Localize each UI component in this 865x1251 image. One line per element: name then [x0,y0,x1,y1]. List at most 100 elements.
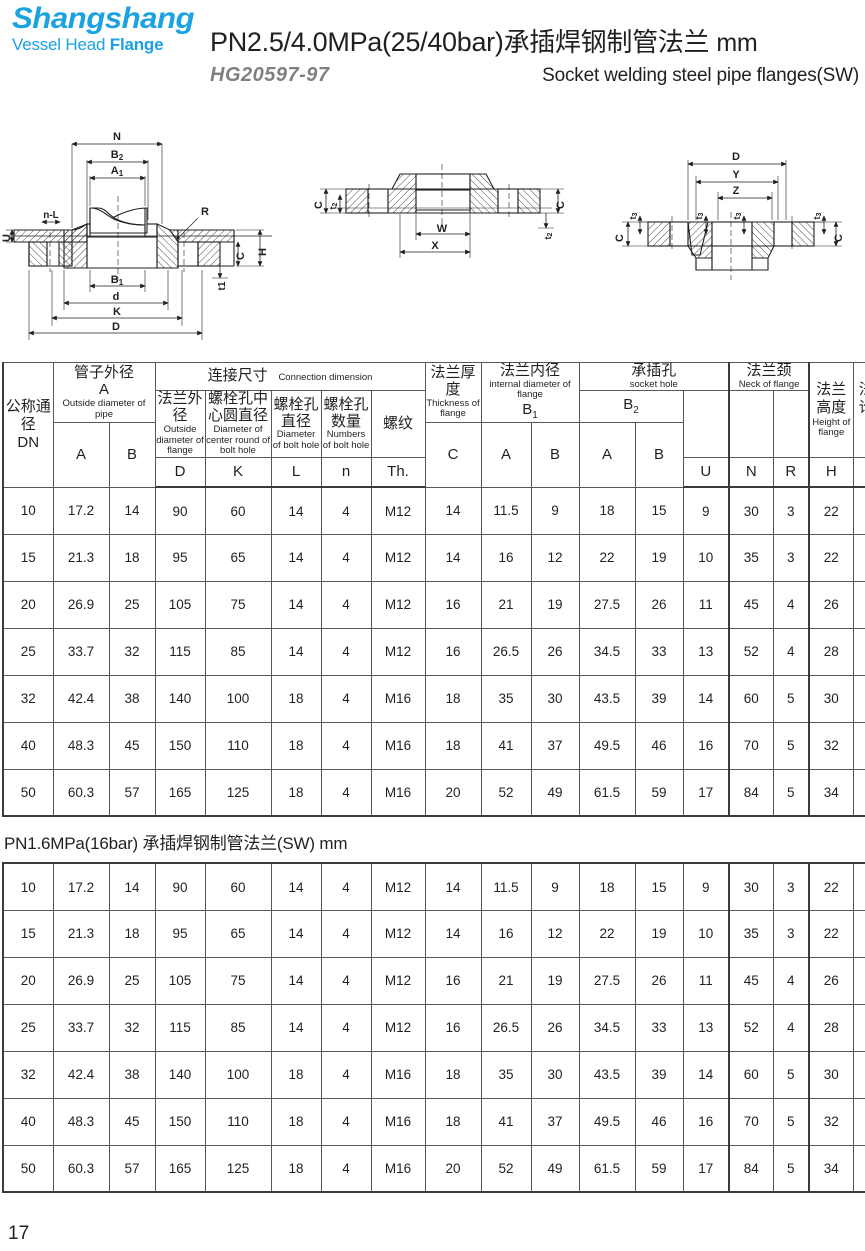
cell-d: 105 [154,580,206,629]
cell-b: 25 [108,580,156,629]
cell-kg: 2.36 [852,1097,865,1146]
cell-a: 11.5 [480,862,532,911]
title-block: PN2.5/4.0MPa(25/40bar)承插焊钢制管法兰 mm HG2059… [210,27,859,87]
cell-n: 84 [728,1144,774,1194]
cell-n: 4 [320,1050,372,1099]
svg-text:t3: t3 [694,212,705,219]
header-internal-dia-sub-a: A [480,422,532,488]
header-bolt-circle-cn: 螺栓孔中心圆直径 [208,390,269,425]
cell-dn: 10 [2,486,54,535]
cell-r: 4 [772,580,811,629]
technical-drawings: N B2 A1 n-L B1 d K D R H C t1 U [0,112,865,362]
cell-u: 17 [682,1144,730,1194]
table-row: 2026.92510575144M1216211927.52611454261.… [2,956,865,1005]
header-b2: B2 [578,390,684,424]
svg-text:n-L: n-L [43,210,59,221]
header-internal-diameter-cn: 法兰内径 [500,362,561,379]
header-thickness-cn: 法兰厚度 [430,364,476,398]
header-u-blank [682,390,730,458]
flange-table-pn16-body: 1017.2149060144M121411.5918159303220.651… [2,862,865,1194]
cell-u: 11 [682,956,730,1005]
cell-a: 27.5 [578,956,636,1005]
cell-c: 18 [424,1050,482,1099]
cell-dn: 50 [2,768,54,818]
cell-h: 34 [808,1144,854,1194]
cell-b: 19 [634,533,684,582]
cell-a: 41 [480,721,532,770]
header-sym-kg-label: Kg [854,463,865,481]
cell-n: 4 [320,721,372,770]
cell-b: 39 [634,674,684,723]
cell-a: 22 [578,909,636,958]
cell-n: 4 [320,674,372,723]
cell-n: 4 [320,909,372,958]
cell-kg: 1.03 [852,956,865,1005]
cell-dn: 40 [2,1097,54,1146]
cell-n: 4 [320,1144,372,1194]
cell-h: 28 [808,627,854,676]
header-sym-u-label: U [700,463,712,481]
cell-l: 18 [270,721,322,770]
cell-k: 65 [204,533,272,582]
cell-k: 110 [204,721,272,770]
cell-a: 34.5 [578,1003,636,1052]
brand-tagline-part2: Flange [109,35,164,54]
header-socket-hole-cn: 承插孔 [631,362,677,379]
header-neck: 法兰颈 Neck of flange [728,361,810,392]
cell-a: 34.5 [578,627,636,676]
cell-l: 18 [270,768,322,818]
svg-text:X: X [431,240,439,252]
cell-n: 35 [728,909,774,958]
cell-n: 84 [728,768,774,818]
header-dn-cn: 公称通径 [5,397,51,433]
cell-b: 46 [634,721,684,770]
cell-h: 22 [808,486,854,535]
cell-dn: 15 [2,533,54,582]
cell-kg: 1.24 [852,1003,865,1052]
cell-n: 60 [728,1050,774,1099]
svg-text:W: W [437,223,448,235]
header-flange-od-cn: 法兰外径 [157,390,203,425]
header-socket-hole-en: socket hole [629,378,678,390]
cell-b: 59 [634,1144,684,1194]
cell-kg: 0.72 [852,533,865,582]
svg-text:Y: Y [732,169,740,181]
cell-d: 95 [154,909,206,958]
cell-b: 45 [108,1097,156,1146]
cell-k: 75 [204,580,272,629]
diagram-right: D Y Z C C t3 t3 t3 t3 [596,140,862,285]
cell-b: 18 [108,909,156,958]
cell-c: 14 [424,533,482,582]
table-section-2: PN1.6MPa(16bar) 承插焊钢制管法兰(SW) mm 10 17.2 14… [0,817,865,1194]
header-bolt-circle-en: Diameter of center round of bolt hole [206,424,270,457]
cell-d: 165 [154,1144,206,1194]
cell-kg: 2.02 [852,674,865,723]
header-pipe-od-sub-b: B [108,422,156,488]
cell-b: 26 [634,956,684,1005]
cell-kg: 1.03 [852,580,865,629]
cell-k: 65 [204,909,272,958]
header-flange-od: 法兰外径 Outside diameter of flange [154,390,206,458]
cell-a: 33.7 [52,1003,110,1052]
cell-a: 48.3 [52,1097,110,1146]
header-sym-neck-r: R [772,456,810,489]
cell-a: 49.5 [578,1097,636,1146]
header-pipe-od-sym: A [99,381,110,399]
cell-b: 26 [634,580,684,629]
cell-a: 21.3 [52,533,110,582]
svg-text:t1: t1 [217,281,228,290]
cell-h: 30 [808,674,854,723]
cell-l: 14 [270,862,322,911]
cell-b: 33 [634,1003,684,1052]
cell-h: 26 [808,956,854,1005]
cell-a: 60.3 [52,768,110,818]
header-weight-cn: 法兰理论重量 [854,381,865,418]
header-sym-th-label: Th. [387,463,409,481]
header-sym-h: H [808,456,854,489]
cell-b: 46 [634,1097,684,1146]
cell-b: 14 [108,486,156,535]
cell-dn: 20 [2,580,54,629]
header-b2-sym: B2 [623,396,639,417]
cell-n: 4 [320,1003,372,1052]
svg-text:C: C [313,201,325,209]
